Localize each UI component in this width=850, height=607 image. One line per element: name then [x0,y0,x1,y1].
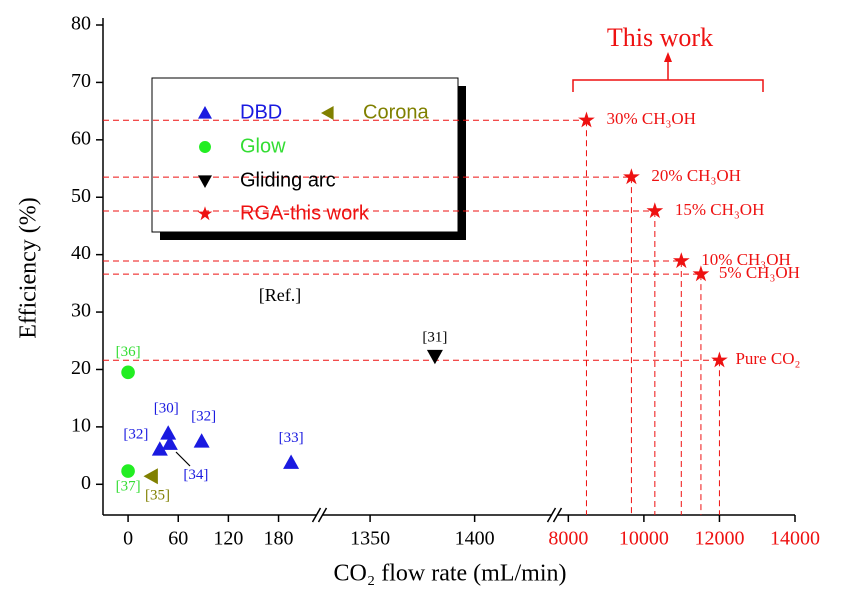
x-tick-label: 60 [168,528,188,550]
y-tick-label: 50 [71,185,91,207]
marker [321,106,334,120]
this-work-label: This work [607,23,713,52]
marker [143,468,158,485]
legend-label: DBD [240,101,282,123]
marker [161,435,178,450]
marker [692,265,710,282]
y-tick-label: 10 [71,414,91,436]
marker [646,202,664,219]
x-tick-label: 1400 [455,528,495,550]
marker [197,206,213,221]
point-label: Pure CO₂ [735,349,800,368]
this-work-arrow [664,52,672,62]
point-label: [32] [191,409,216,425]
y-tick-label: 60 [71,127,91,149]
legend-label: Corona [363,101,429,123]
y-tick-label: 80 [71,13,91,35]
point-label: 30% CH₃OH [606,109,696,128]
x-tick-label: 10000 [619,528,669,550]
pointer [175,451,191,467]
y-tick-label: 70 [71,70,91,92]
x-tick-label: 120 [213,528,243,550]
y-tick-label: 0 [81,472,91,494]
y-tick-label: 20 [71,357,91,379]
marker [711,351,728,368]
x-axis-label: CO₂ flow rate (mL/min) [334,561,567,587]
point-label: 5% CH₃OH [719,263,800,282]
marker [160,425,177,440]
x-tick-label: 12000 [694,528,744,550]
marker [121,365,135,380]
y-tick-label: 40 [71,242,91,264]
ref-label: [Ref.] [259,285,301,305]
marker [426,349,443,365]
axis-break [552,507,563,523]
marker [121,464,135,478]
point-label: 10% CH₃OH [701,250,791,269]
legend-label: Gliding arc [240,169,336,191]
point-label: 20% CH₃OH [651,166,741,185]
point-label: [34] [183,467,208,483]
marker [578,111,595,128]
marker [198,175,212,188]
marker [193,433,210,448]
point-label: [30] [154,401,179,417]
point-label: [36] [116,344,141,360]
x-tick-label: 8000 [548,528,588,550]
axis-break [546,507,557,523]
axis-break [311,507,322,523]
x-tick-label: 1350 [350,528,390,550]
marker [198,106,212,119]
x-tick-label: 14000 [770,528,820,550]
axis-break [317,507,328,523]
marker [672,252,690,269]
legend-box [151,77,459,233]
point-label: [32] [123,427,148,443]
legend-label: Glow [240,135,286,157]
marker [151,441,168,456]
point-label: 15% CH₃OH [675,200,765,219]
legend-label: RGA-this work [240,202,370,224]
point-label: [33] [279,430,304,446]
point-label: [37] [116,479,141,495]
point-label: [35] [145,488,170,504]
x-tick-label: 0 [123,528,133,550]
marker [199,141,211,153]
this-work-bracket [572,58,764,92]
point-label: [31] [422,330,447,346]
marker [283,454,300,469]
y-axis-label: Efficiency (%) [16,197,42,338]
y-tick-label: 30 [71,300,91,322]
x-tick-label: 180 [264,528,294,550]
marker [623,168,640,185]
